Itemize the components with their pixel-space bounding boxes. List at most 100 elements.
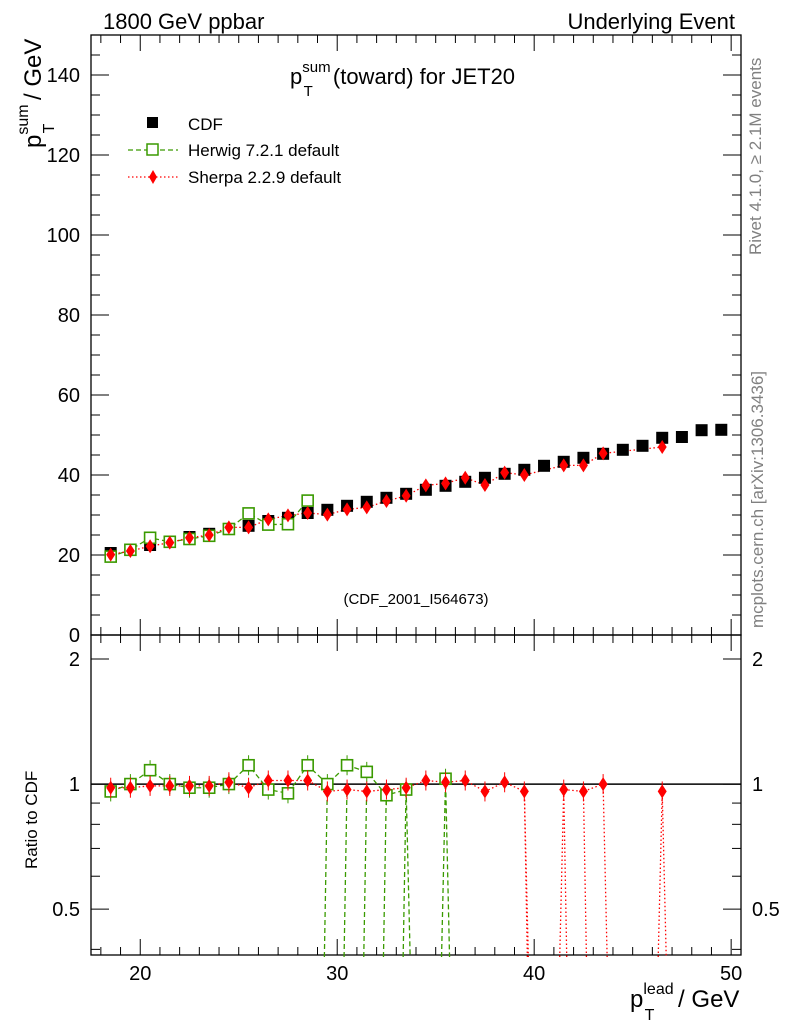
sherpa-point	[559, 458, 569, 473]
herwig-point	[242, 507, 255, 520]
sherpa-point	[165, 535, 175, 550]
ratio-herwig-drop	[323, 784, 329, 958]
ratio-herwig-drop	[343, 784, 348, 958]
cdf-point	[656, 431, 669, 444]
sherpa-point	[106, 547, 116, 562]
y-tick-label: 20	[58, 545, 80, 567]
ratio-sherpa-point	[303, 773, 313, 788]
sherpa-point	[342, 502, 352, 517]
sherpa-point	[204, 528, 214, 542]
sherpa-point	[401, 488, 411, 503]
sherpa-point	[519, 468, 529, 482]
ratio-sherpa-line	[110, 779, 667, 958]
ratio-sherpa-point	[184, 778, 194, 793]
y-tick-label: 120	[47, 145, 80, 167]
sherpa-point	[263, 512, 273, 527]
ratio-y-tick-label: 2	[69, 649, 80, 671]
x-axis-label: plead T / GeV	[630, 981, 739, 1024]
sherpa-point	[125, 544, 135, 558]
sherpa-line	[110, 446, 663, 556]
ratio-herwig-point	[301, 758, 314, 772]
legend-cdf-marker	[147, 117, 158, 128]
herwig-point	[301, 494, 314, 507]
ratio-sherpa-point	[165, 778, 175, 793]
ratio-sherpa-point	[204, 778, 214, 793]
ratio-sherpa-point	[519, 784, 529, 799]
mcplots-label: mcplots.cern.ch [arXiv:1306.3436]	[748, 371, 767, 628]
sherpa-point	[224, 520, 234, 535]
ratio-sherpa-point	[283, 773, 293, 788]
top-ylabel: psum T / GeV	[15, 39, 58, 148]
ratio-sherpa-point	[559, 782, 569, 797]
ratio-y-tick-label-right: 0.5	[752, 899, 780, 921]
ratio-sherpa-point	[381, 782, 391, 797]
herwig-line	[110, 500, 309, 558]
y-tick-label: 60	[58, 385, 80, 407]
header-left: 1800 GeV ppbar	[103, 9, 264, 34]
analysis-watermark: (CDF_2001_I564673)	[343, 591, 488, 608]
ratio-herwig-drop	[363, 784, 368, 958]
ratio-y-tick-label-right: 1	[752, 774, 763, 796]
cdf-point	[577, 451, 590, 464]
ratio-sherpa-point	[421, 773, 431, 788]
cdf-point	[616, 443, 629, 456]
ratio-sherpa-point	[441, 775, 451, 790]
ratio-sherpa-point	[657, 784, 667, 799]
cdf-point	[695, 424, 708, 437]
x-tick-label: 40	[523, 963, 545, 985]
sherpa-point	[657, 440, 667, 454]
cdf-point	[675, 431, 688, 443]
ratio-sherpa-point	[224, 775, 234, 790]
y-tick-label: 140	[47, 65, 80, 87]
rivet-label: Rivet 4.1.0, ≥ 2.1M events	[746, 58, 765, 255]
x-tick-label: 50	[720, 963, 742, 985]
sherpa-point	[441, 476, 451, 491]
legend: CDF Herwig 7.2.1 default Sherpa 2.2.9 de…	[128, 115, 341, 187]
legend-herwig-marker	[146, 143, 159, 156]
cdf-point	[715, 423, 728, 436]
x-tick-label: 30	[326, 963, 348, 985]
sherpa-point	[362, 500, 372, 515]
sherpa-point	[480, 478, 490, 492]
sherpa-point	[303, 506, 313, 520]
ratio-sherpa-point	[401, 780, 411, 795]
x-tick-label: 20	[129, 963, 151, 985]
cdf-point	[538, 459, 551, 472]
ratio-herwig-drop	[402, 784, 407, 958]
legend-sherpa-marker	[149, 170, 157, 184]
ratio-sherpa-point	[342, 782, 352, 797]
sherpa-point	[322, 507, 332, 522]
sherpa-point	[460, 470, 470, 485]
ratio-sherpa-point	[578, 784, 588, 799]
sherpa-point	[500, 465, 510, 480]
header-right: Underlying Event	[567, 9, 735, 34]
ratio-herwig-line	[110, 764, 451, 958]
ratio-y-tick-label: 1	[69, 774, 80, 796]
ratio-herwig-point	[360, 765, 374, 779]
sherpa-point	[145, 539, 155, 554]
ratio-sherpa-point	[500, 775, 510, 790]
ratio-herwig-point	[143, 763, 157, 777]
ratio-sherpa-point	[244, 780, 254, 795]
sherpa-point	[598, 446, 608, 461]
sherpa-point	[578, 458, 588, 473]
ratio-panel-frame	[90, 634, 742, 956]
sherpa-point	[421, 478, 431, 493]
ratio-y-tick-label: 0.5	[52, 899, 80, 921]
ratio-herwig-point	[242, 758, 255, 772]
ratio-herwig-drop	[382, 784, 388, 958]
ratio-sherpa-drop	[582, 789, 588, 958]
sherpa-point	[381, 494, 391, 508]
legend-herwig-label: Herwig 7.2.1 default	[188, 141, 339, 160]
y-tick-label: 0	[69, 625, 80, 647]
main-title: psum T (toward) for JET20	[290, 59, 515, 100]
y-tick-label: 80	[58, 305, 80, 327]
ratio-herwig-point	[340, 758, 354, 772]
ratio-ylabel: Ratio to CDF	[22, 771, 41, 869]
ratio-sherpa-point	[362, 784, 372, 799]
y-tick-label: 40	[58, 465, 80, 487]
ratio-sherpa-point	[480, 784, 490, 799]
ratio-sherpa-point	[263, 773, 273, 788]
ratio-sherpa-point	[598, 777, 608, 792]
cdf-point	[478, 471, 491, 484]
